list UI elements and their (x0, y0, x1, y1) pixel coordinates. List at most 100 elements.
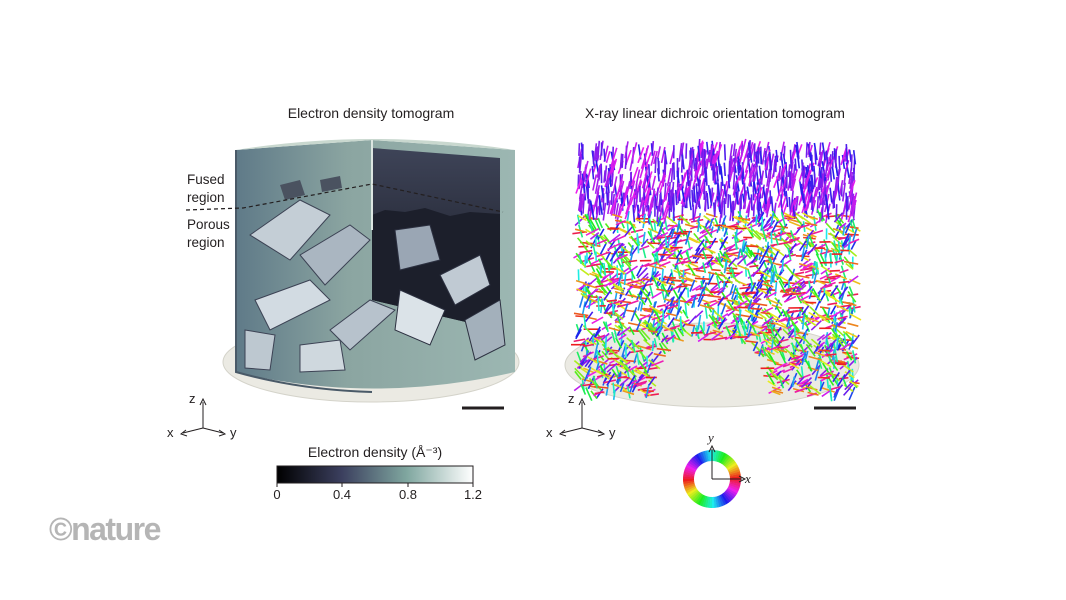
orientation-glyph (630, 228, 644, 234)
orientation-glyph (635, 218, 646, 225)
orientation-glyph (667, 317, 675, 328)
orientation-glyph (656, 235, 672, 240)
orientation-glyph (672, 232, 681, 244)
orientation-glyph (605, 384, 609, 396)
orientation-glyph (837, 315, 848, 320)
orientation-glyph (760, 336, 774, 345)
orientation-glyph (753, 141, 762, 161)
orientation-glyph (732, 215, 747, 224)
orientation-glyph (804, 267, 818, 274)
orientation-glyph (610, 191, 613, 205)
orientation-glyph (706, 141, 709, 155)
orientation-glyph (796, 145, 800, 160)
porous-region-label-1: Porous (187, 217, 230, 232)
orientation-glyph (747, 299, 753, 311)
orientation-glyph (608, 233, 621, 244)
orientation-glyph (615, 337, 623, 349)
orientation-glyph (806, 317, 820, 326)
orientation-glyph (830, 386, 841, 391)
orientation-glyph (733, 182, 738, 198)
orientation-glyph (810, 200, 817, 215)
orientation-glyph (669, 189, 673, 207)
orientation-glyph (640, 328, 651, 341)
orientation-glyph (630, 307, 638, 322)
wheel-segment (709, 496, 713, 509)
orientation-glyph (800, 249, 808, 262)
orientation-glyph (840, 342, 852, 351)
orientation-glyph (675, 249, 683, 259)
orientation-glyph (663, 186, 671, 203)
orientation-glyph (773, 362, 788, 371)
orientation-glyph (648, 379, 657, 387)
orientation-glyph (752, 261, 762, 274)
orientation-glyph (763, 307, 774, 318)
orientation-glyph (594, 236, 597, 247)
orientation-glyph (742, 197, 747, 210)
orientation-glyph (781, 178, 787, 194)
orientation-glyph (659, 199, 665, 219)
orientation-glyph (708, 314, 718, 327)
orientation-glyph (798, 373, 811, 380)
orientation-glyph (635, 191, 639, 206)
orientation-glyph (791, 277, 804, 287)
orientation-glyph (852, 334, 860, 345)
wheel-axes (708, 444, 747, 483)
orientation-glyph (596, 369, 610, 380)
orientation-glyph (757, 312, 767, 320)
orientation-glyph (664, 247, 676, 258)
orientation-glyph (845, 330, 858, 338)
orientation-glyph (770, 271, 773, 285)
wheel-segment (720, 453, 729, 465)
orientation-glyph (821, 281, 836, 289)
orientation-glyph (775, 305, 783, 317)
orientation-glyph (650, 150, 656, 166)
orientation-glyph (643, 187, 652, 206)
orientation-glyph (655, 252, 660, 265)
axis-z-left: z (189, 391, 196, 406)
orientation-glyph (833, 212, 844, 223)
orientation-glyph (842, 364, 854, 373)
orientation-glyph (795, 283, 806, 293)
wheel-segment (729, 473, 741, 478)
orientation-glyph (810, 265, 816, 275)
orientation-glyph (648, 329, 658, 334)
orientation-glyph (616, 316, 624, 330)
orientation-glyph (778, 338, 789, 343)
orientation-glyph (746, 216, 758, 227)
orientation-glyph (676, 170, 680, 184)
orientation-glyph (762, 331, 773, 342)
orientation-glyph (606, 362, 618, 373)
orientation-glyph (761, 345, 767, 357)
orientation-glyph (643, 351, 654, 362)
orientation-glyph (842, 369, 851, 380)
orientation-glyph (796, 223, 810, 230)
wheel-segment (728, 484, 740, 492)
orientation-glyph (624, 141, 629, 159)
wheel-segment (683, 471, 695, 477)
orientation-glyph (624, 343, 627, 358)
orientation-glyph (695, 239, 705, 252)
orientation-glyph (607, 167, 612, 188)
orientation-glyph (852, 228, 858, 242)
orientation-glyph (823, 248, 834, 253)
orientation-glyph (680, 319, 690, 325)
orientation-glyph (844, 371, 855, 379)
orientation-glyph (788, 238, 799, 243)
orientation-glyph (708, 218, 714, 229)
orientation-glyph (824, 248, 828, 258)
orientation-glyph (607, 200, 611, 215)
orientation-glyph (849, 220, 855, 233)
orientation-glyph (695, 183, 699, 202)
wheel-segment (689, 490, 700, 500)
orientation-glyph (808, 280, 812, 293)
wheel-segment (691, 491, 701, 502)
wheel-segment (689, 458, 700, 468)
orientation-glyph (817, 174, 821, 192)
orientation-glyph (821, 387, 836, 393)
orientation-glyph (768, 152, 773, 171)
orientation-glyph (791, 178, 797, 192)
wheel-segment (728, 468, 741, 475)
orientation-glyph (585, 354, 598, 364)
orientation-glyph (652, 246, 663, 254)
orientation-glyph (821, 169, 826, 188)
